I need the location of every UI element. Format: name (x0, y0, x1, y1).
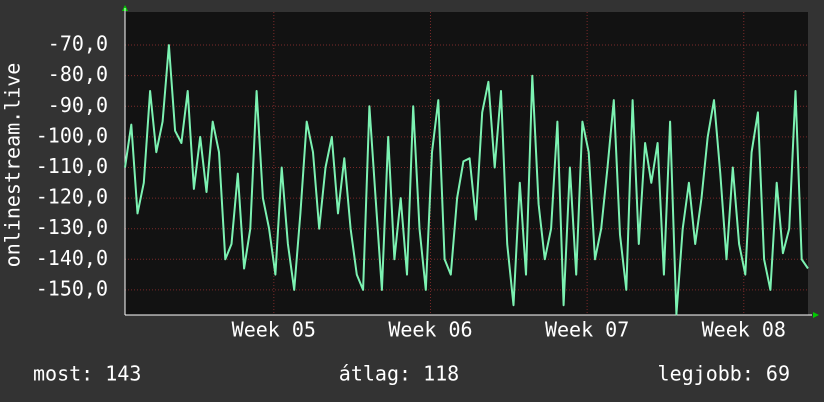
y-tick-label: -110,0 (36, 154, 108, 178)
y-tick-label: -150,0 (36, 276, 108, 300)
axis-arrow (813, 312, 819, 318)
data-line (124, 44, 809, 316)
y-tick-label: -120,0 (36, 185, 108, 209)
y-axis-title: onlinestream.live (1, 63, 25, 268)
footer-stat: legjobb: 69 (658, 362, 790, 386)
x-tick-label: Week 08 (702, 318, 786, 342)
footer-stat: átlag: 118 (339, 362, 459, 386)
y-tick-label: -100,0 (36, 123, 108, 147)
plot-area (125, 12, 808, 315)
footer-stat: most: 143 (33, 362, 141, 386)
y-tick-label: -80,0 (48, 62, 108, 86)
y-tick-label: -130,0 (36, 215, 108, 239)
x-tick-label: Week 05 (232, 318, 316, 342)
y-tick-label: -140,0 (36, 246, 108, 270)
x-tick-label: Week 06 (388, 318, 472, 342)
y-tick-label: -70,0 (48, 32, 108, 56)
y-tick-label: -90,0 (48, 93, 108, 117)
x-tick-label: Week 07 (545, 318, 629, 342)
